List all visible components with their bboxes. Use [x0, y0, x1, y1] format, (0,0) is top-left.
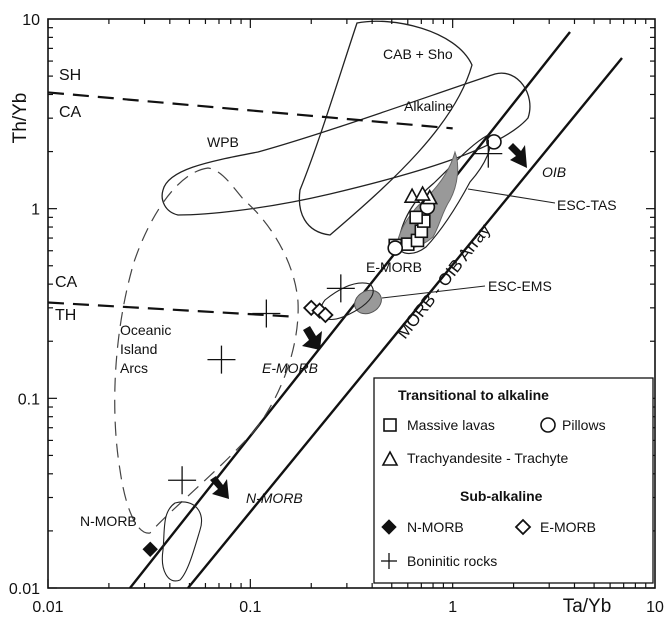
point-pillows [486, 134, 502, 150]
divider-line-1 [47, 91, 453, 130]
point-n-morb [142, 541, 158, 557]
n-morb-field [161, 501, 202, 582]
label-th: TH [55, 307, 76, 324]
label-ca-upper: CA [59, 104, 82, 121]
point-massive-lavas [409, 210, 423, 225]
legend-trachyandesite-marker [381, 450, 399, 466]
y-tick-label: 10 [22, 12, 40, 29]
wpb-field [161, 72, 531, 216]
fields-layer [114, 20, 623, 589]
legend-pillows-label: Pillows [562, 417, 606, 433]
plot-frame [47, 18, 656, 589]
label-oceanic-island-arcs: Oceanic Island Arcs [120, 322, 175, 376]
legend: Transitional to alkaline Massive lavas P… [373, 377, 654, 584]
esc-ems-leader-line [381, 285, 486, 299]
point-boninitic-rocks [326, 274, 355, 303]
label-e-morb-field: E-MORB [366, 259, 422, 275]
point-trachyandesite-trachyte [414, 185, 431, 201]
label-wpb: WPB [207, 134, 239, 150]
legend-box [373, 377, 654, 584]
label-oceanic-line-2: Island [120, 341, 157, 357]
morb-oib-array-upper-line [129, 31, 571, 589]
legend-group1-title: Transitional to alkaline [398, 387, 549, 403]
y-axis-title: Th/Yb [10, 93, 31, 144]
label-sh: SH [59, 67, 81, 84]
label-esc-ems: ESC-EMS [488, 278, 552, 294]
point-boninitic-rocks [207, 345, 236, 374]
points-layer [142, 134, 503, 557]
legend-trachyandesite-label: Trachyandesite - Trachyte [407, 450, 569, 466]
legend-e-morb-marker [514, 518, 532, 536]
dividers-layer [47, 91, 453, 318]
legend-boninitic-label: Boninitic rocks [407, 553, 497, 569]
label-n-morb-field: N-MORB [80, 513, 137, 529]
legend-group2-title: Sub-alkaline [460, 488, 543, 504]
label-oib: OIB [542, 164, 566, 180]
point-boninitic-rocks [168, 466, 197, 495]
y-tick-label: 1 [31, 202, 40, 219]
label-oceanic-line-3: Arcs [120, 360, 148, 376]
point-pillows [387, 240, 404, 256]
legend-massive-lavas-marker [383, 418, 397, 432]
label-ca-lower: CA [55, 274, 78, 291]
legend-n-morb-label: N-MORB [407, 519, 464, 535]
label-e-morb-ref: E-MORB [262, 360, 318, 376]
x-tick-label: 1 [448, 599, 457, 616]
ticks-layer [47, 19, 655, 589]
legend-pillows-marker [540, 417, 556, 433]
label-alkaline: Alkaline [404, 98, 453, 114]
point-boninitic-rocks [474, 139, 503, 168]
label-cab-sho: CAB + Sho [383, 46, 453, 62]
y-tick-label: 0.01 [9, 581, 40, 598]
e-morb-arrow-icon [302, 326, 322, 350]
point-boninitic-rocks [252, 299, 281, 328]
y-tick-label: 0.1 [18, 391, 40, 408]
oib-arrow-icon [508, 143, 527, 168]
label-n-morb-ref: N-MORB [246, 490, 303, 506]
legend-e-morb-label: E-MORB [540, 519, 596, 535]
esc-tas-leader-line [467, 188, 556, 204]
divider-line-2 [47, 301, 292, 318]
x-tick-label: 0.1 [239, 599, 261, 616]
legend-boninitic-marker [381, 553, 397, 569]
oceanic-island-arcs-field [114, 167, 299, 534]
x-axis-title: Ta/Yb [563, 596, 612, 617]
cab-sho-field [298, 20, 473, 236]
point-e-morb [317, 306, 334, 324]
legend-massive-lavas-label: Massive lavas [407, 417, 495, 433]
n-morb-arrow-icon [210, 476, 229, 499]
tick-labels-layer: 0.01 0.1 1 10 0.01 0.1 1 10 [9, 12, 664, 616]
label-esc-tas: ESC-TAS [557, 197, 617, 213]
label-oceanic-line-1: Oceanic [120, 322, 171, 338]
legend-n-morb-marker [381, 519, 397, 535]
x-tick-label: 0.01 [32, 599, 63, 616]
morb-oib-array-lower-line [187, 57, 623, 589]
x-tick-label: 10 [646, 599, 664, 616]
